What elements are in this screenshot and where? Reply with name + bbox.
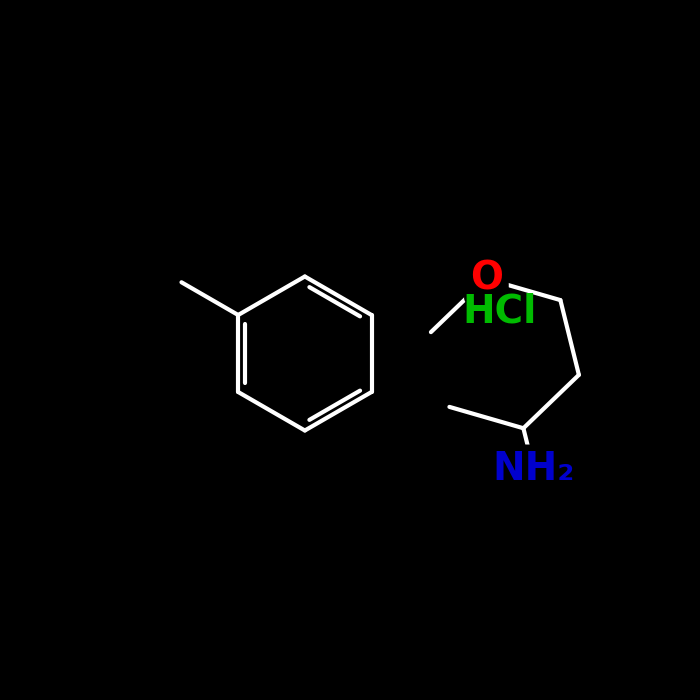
Text: HCl: HCl [463, 292, 537, 330]
Text: NH₂: NH₂ [492, 450, 575, 489]
Text: O: O [470, 260, 503, 298]
